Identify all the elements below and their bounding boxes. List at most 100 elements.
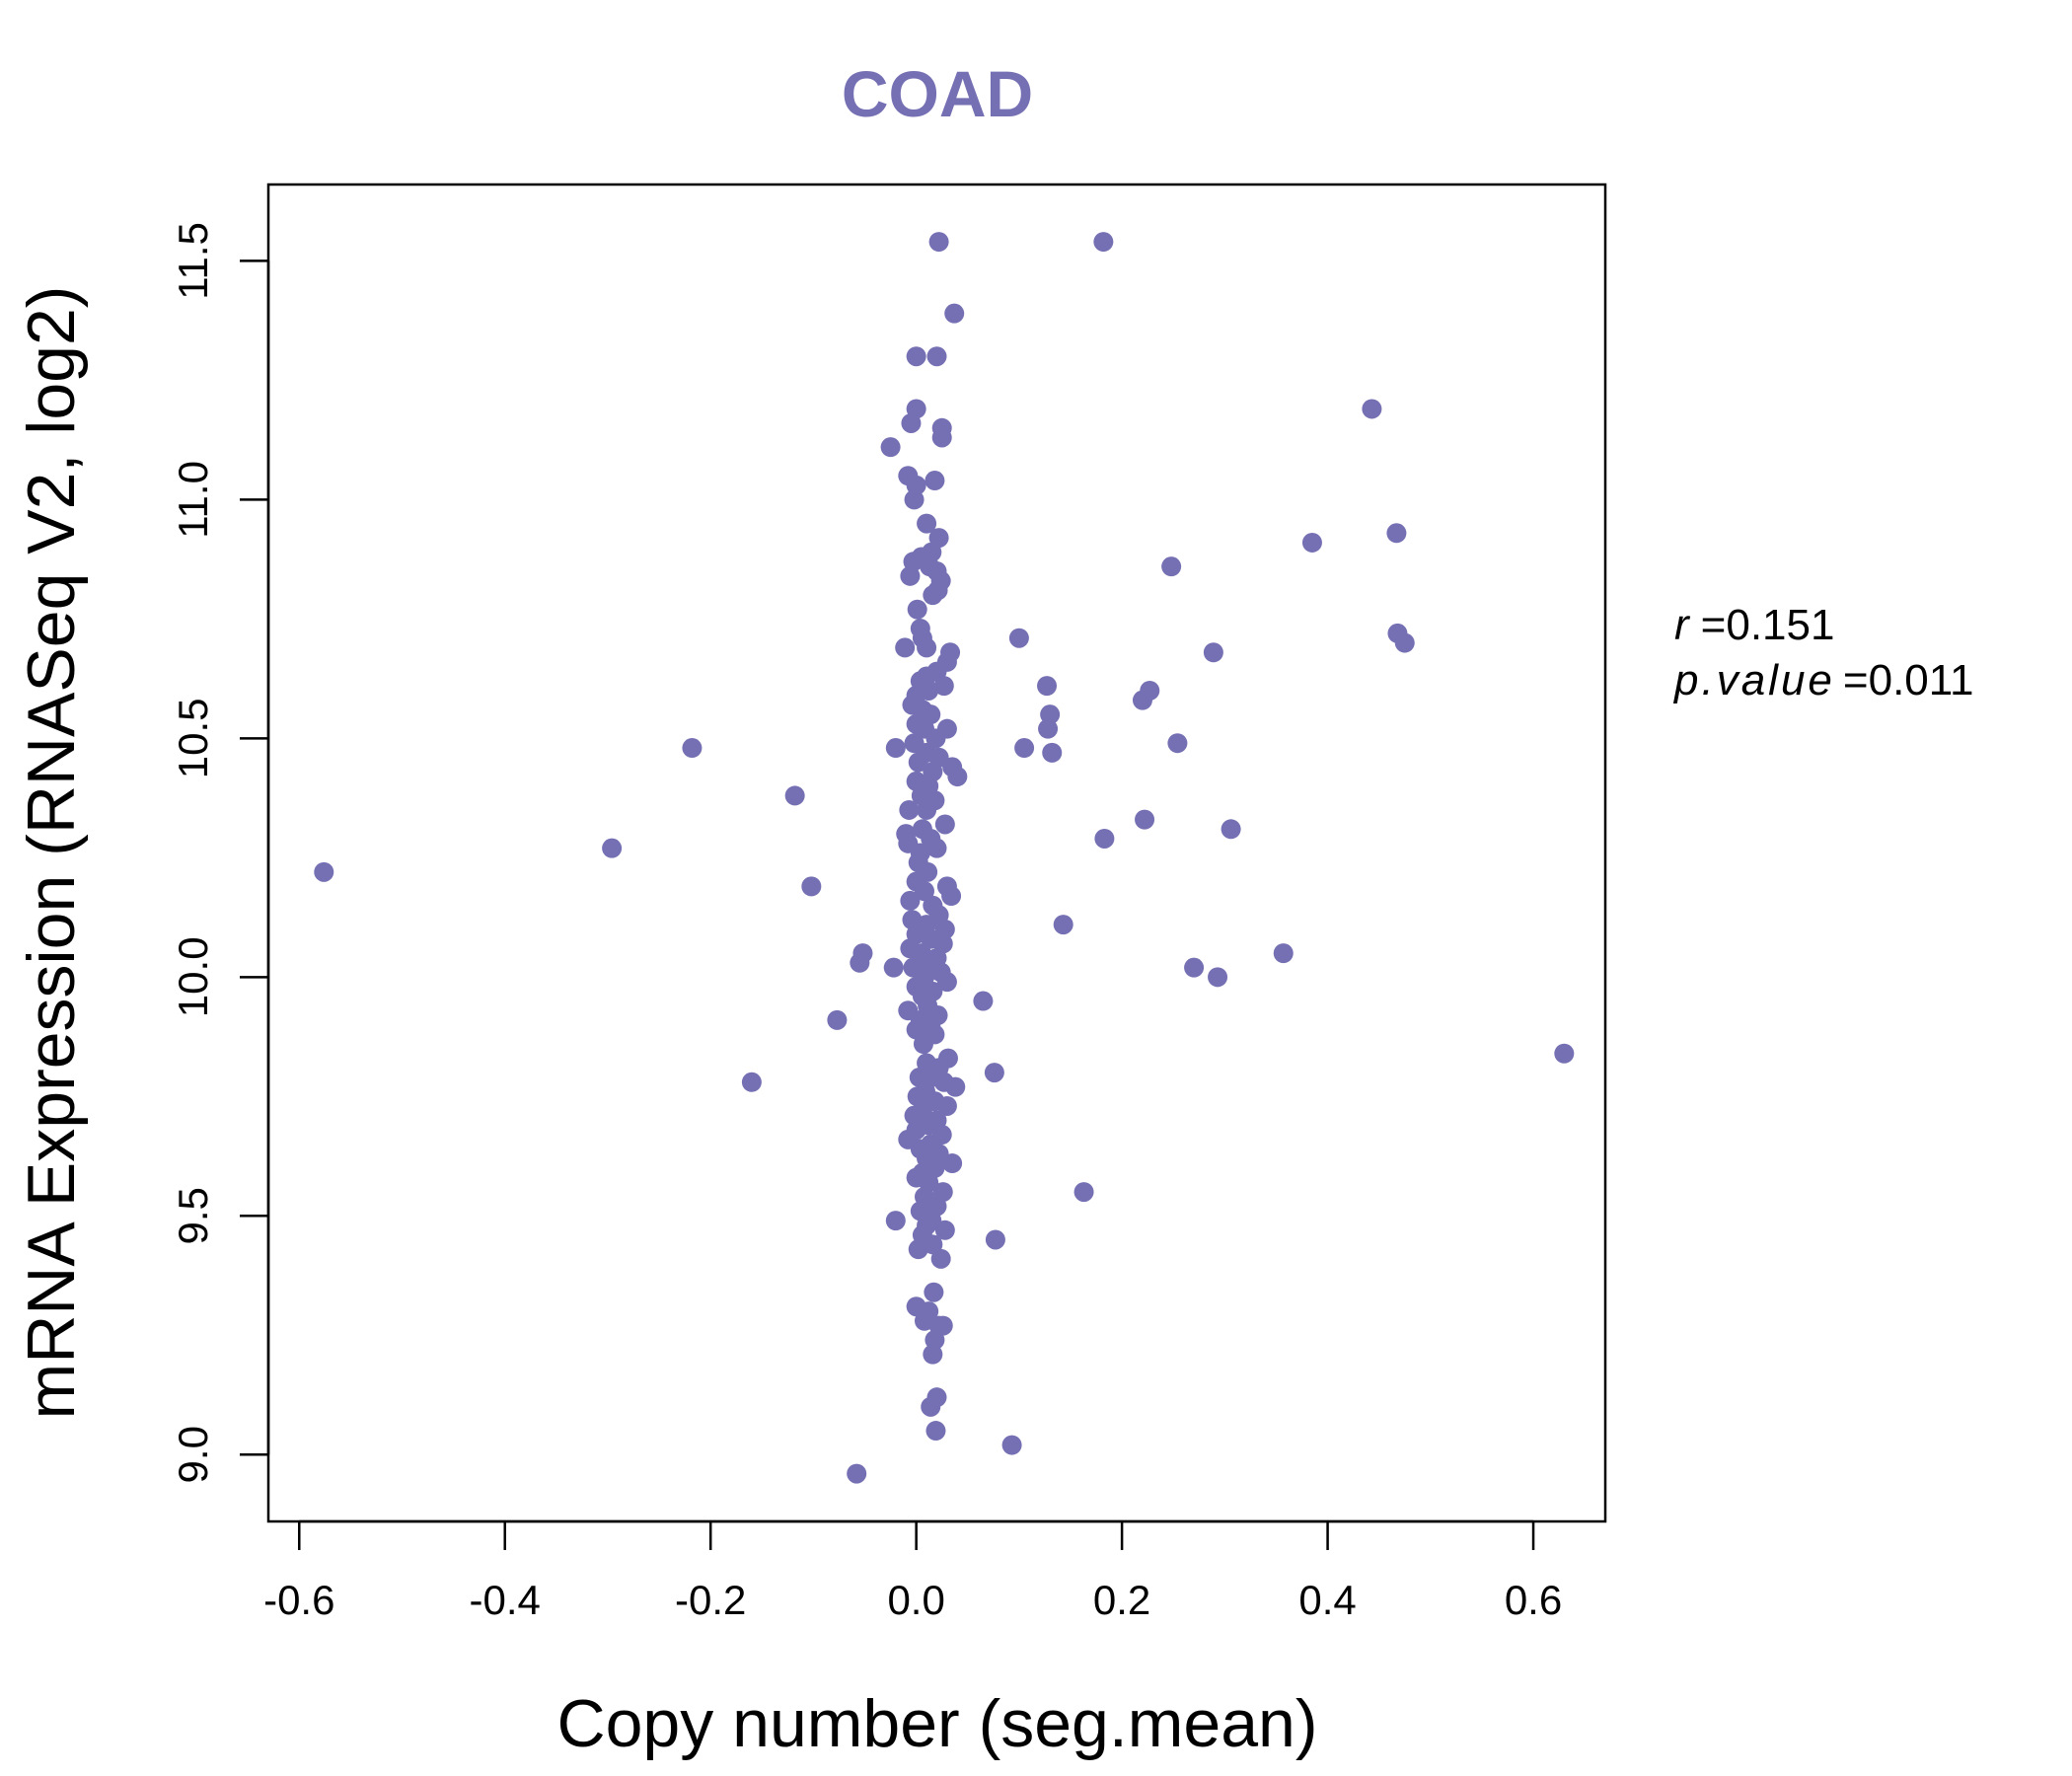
r-value: 0.151 xyxy=(1726,601,1834,649)
data-point xyxy=(924,1282,944,1302)
data-point xyxy=(936,972,957,993)
data-point xyxy=(1014,738,1035,759)
x-tick-label: -0.6 xyxy=(263,1577,334,1623)
data-point xyxy=(923,585,943,606)
data-point xyxy=(741,1072,762,1092)
x-tick-label: 0.0 xyxy=(887,1577,944,1623)
data-point xyxy=(931,427,952,448)
p-value: 0.011 xyxy=(1869,656,1974,704)
data-point xyxy=(682,738,703,759)
data-point xyxy=(1073,1182,1094,1203)
data-point xyxy=(895,637,916,658)
p-value-stat: p.value =0.011 xyxy=(1672,656,1973,704)
x-tick-label: 0.4 xyxy=(1298,1577,1356,1623)
data-point xyxy=(1221,819,1241,840)
data-point xyxy=(1094,828,1115,849)
data-point xyxy=(908,1239,928,1260)
y-tick-label: 9.5 xyxy=(170,1187,216,1244)
data-point xyxy=(908,752,928,773)
y-tick-label: 11.5 xyxy=(170,222,216,300)
data-point xyxy=(885,738,906,759)
data-point xyxy=(827,1009,848,1030)
data-point xyxy=(1042,742,1063,763)
data-point xyxy=(913,1034,933,1055)
data-point xyxy=(899,799,920,820)
data-point xyxy=(1167,733,1188,754)
data-point xyxy=(900,565,921,586)
data-point xyxy=(925,1421,946,1442)
data-point xyxy=(1161,556,1182,577)
data-point xyxy=(934,814,955,835)
data-points xyxy=(314,232,1575,1484)
data-point xyxy=(801,876,822,897)
data-point xyxy=(926,838,947,858)
x-axis: -0.6 -0.4 -0.2 0.0 0.2 0.4 0.6 xyxy=(263,1519,1562,1623)
data-point xyxy=(850,952,870,973)
data-point xyxy=(936,1095,957,1116)
x-tick-label: -0.2 xyxy=(675,1577,746,1623)
data-point xyxy=(923,1344,943,1365)
data-point xyxy=(930,1248,951,1269)
data-point xyxy=(1135,809,1155,830)
data-point xyxy=(944,303,965,324)
data-point xyxy=(1208,967,1228,988)
data-point xyxy=(602,838,623,858)
data-point xyxy=(1203,642,1223,663)
data-point xyxy=(880,437,901,458)
data-point xyxy=(1554,1043,1575,1064)
data-point xyxy=(932,1315,953,1336)
x-axis-title: Copy number (seg.mean) xyxy=(556,1686,1317,1761)
data-point xyxy=(1038,718,1059,739)
correlation-stat: r =0.151 xyxy=(1674,601,1834,649)
y-axis-title: mRNA Expression (RNASeq V2, log2) xyxy=(14,286,89,1420)
data-point xyxy=(1362,399,1382,419)
data-point xyxy=(947,767,968,787)
data-point xyxy=(917,513,937,534)
data-point xyxy=(1140,680,1160,701)
x-tick-label: -0.4 xyxy=(470,1577,541,1623)
data-point xyxy=(928,232,949,253)
data-point xyxy=(926,346,947,367)
data-point xyxy=(1273,943,1294,964)
data-point xyxy=(945,1076,966,1097)
data-point xyxy=(907,599,927,620)
y-tick-label: 10.5 xyxy=(170,698,216,778)
data-point xyxy=(1184,957,1205,978)
data-point xyxy=(1053,915,1073,935)
data-point xyxy=(1386,523,1407,544)
data-point xyxy=(925,728,946,749)
data-point xyxy=(925,471,945,491)
data-point xyxy=(1001,1435,1022,1455)
x-tick-label: 0.2 xyxy=(1093,1577,1150,1623)
data-point xyxy=(941,886,962,907)
data-point xyxy=(784,785,805,806)
r-symbol: r xyxy=(1674,601,1691,649)
data-point xyxy=(934,1220,955,1240)
chart-title: COAD xyxy=(842,57,1033,130)
y-axis: 9.0 9.5 10.0 10.5 11.0 11.5 xyxy=(170,222,270,1483)
data-point xyxy=(984,1063,1004,1083)
data-point xyxy=(906,346,926,367)
data-point xyxy=(985,1229,1005,1250)
data-point xyxy=(1008,628,1029,648)
data-point xyxy=(1394,632,1415,653)
data-point xyxy=(914,881,934,902)
data-point xyxy=(1093,232,1114,253)
x-tick-label: 0.6 xyxy=(1505,1577,1562,1623)
data-point xyxy=(883,957,904,978)
data-point xyxy=(314,861,334,882)
data-point xyxy=(1301,532,1322,553)
data-point xyxy=(1037,676,1058,697)
data-point xyxy=(847,1463,867,1484)
data-point xyxy=(933,676,954,697)
data-point xyxy=(917,637,937,658)
data-point xyxy=(917,799,937,820)
y-tick-label: 9.0 xyxy=(170,1426,216,1483)
data-point xyxy=(942,1153,963,1174)
data-point xyxy=(885,1211,906,1231)
data-point xyxy=(900,890,921,911)
data-point xyxy=(904,489,925,510)
data-point xyxy=(901,412,922,433)
p-symbol: p.value xyxy=(1672,656,1835,704)
